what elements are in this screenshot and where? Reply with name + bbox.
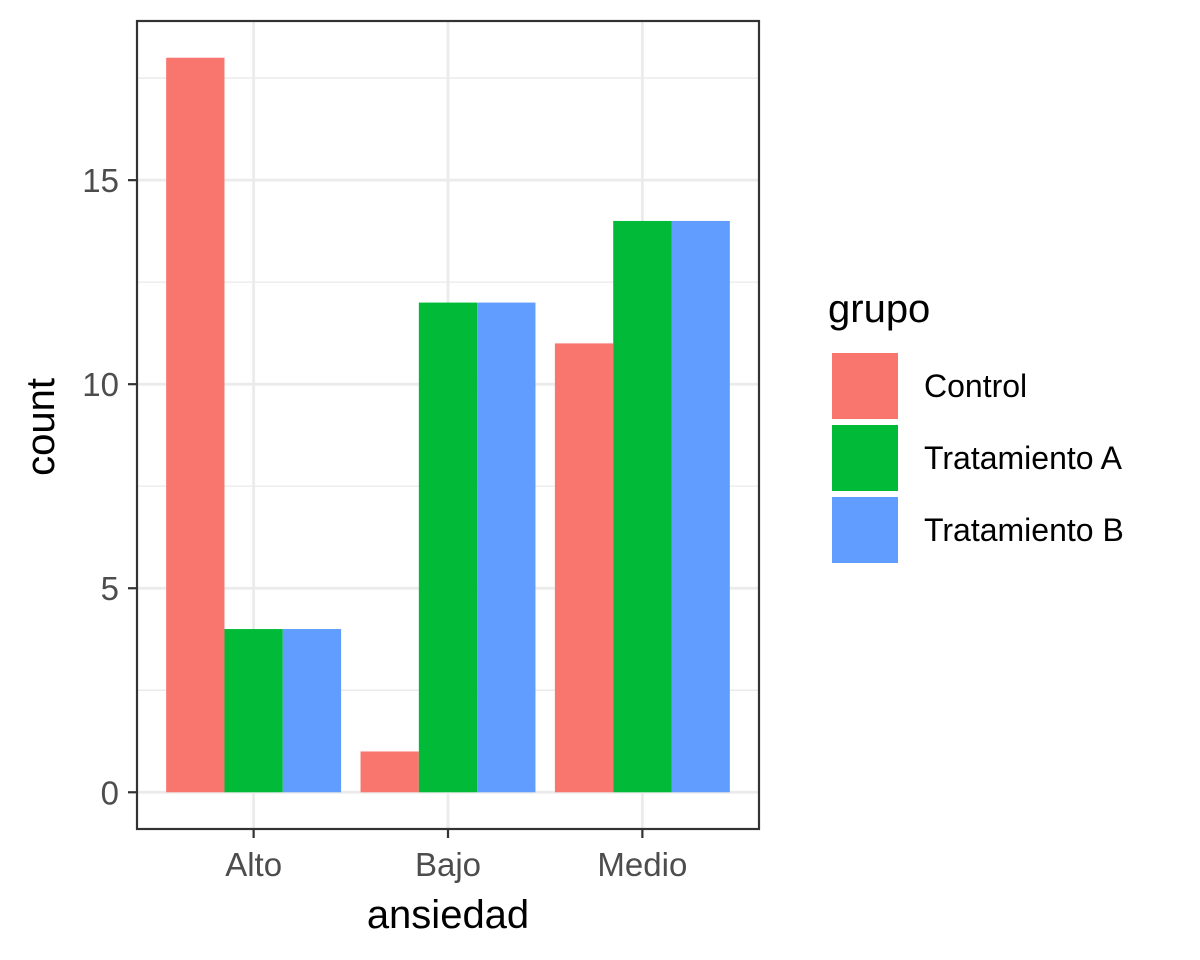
bar bbox=[671, 220, 730, 793]
y-tick-label: 15 bbox=[82, 162, 119, 199]
bar bbox=[613, 220, 672, 793]
x-axis-title: ansiedad bbox=[367, 893, 529, 937]
y-tick-label: 0 bbox=[101, 774, 119, 811]
y-axis: 0 5 10 15 bbox=[82, 162, 137, 811]
legend-label: Control bbox=[924, 368, 1027, 404]
y-tick-label: 10 bbox=[82, 366, 119, 403]
x-tick-label: Alto bbox=[225, 846, 282, 883]
y-tick-label: 5 bbox=[101, 570, 119, 607]
x-tick-label: Bajo bbox=[415, 846, 481, 883]
y-axis-title: count bbox=[19, 378, 63, 476]
legend-label: Tratamiento A bbox=[924, 440, 1123, 476]
legend: grupo Control Tratamiento A Tratamiento B bbox=[828, 287, 1124, 563]
legend-label: Tratamiento B bbox=[924, 512, 1124, 548]
bar bbox=[360, 751, 419, 793]
bar bbox=[418, 302, 478, 793]
bar bbox=[224, 629, 283, 793]
legend-key bbox=[832, 425, 898, 491]
x-axis: Alto Bajo Medio bbox=[225, 829, 687, 883]
bars bbox=[166, 57, 730, 793]
bar bbox=[477, 302, 536, 793]
x-tick-label: Medio bbox=[597, 846, 687, 883]
bar bbox=[282, 629, 342, 793]
bar bbox=[554, 343, 614, 793]
legend-title: grupo bbox=[828, 287, 930, 331]
bar bbox=[166, 57, 225, 793]
legend-key bbox=[832, 497, 898, 563]
legend-key bbox=[832, 353, 898, 419]
